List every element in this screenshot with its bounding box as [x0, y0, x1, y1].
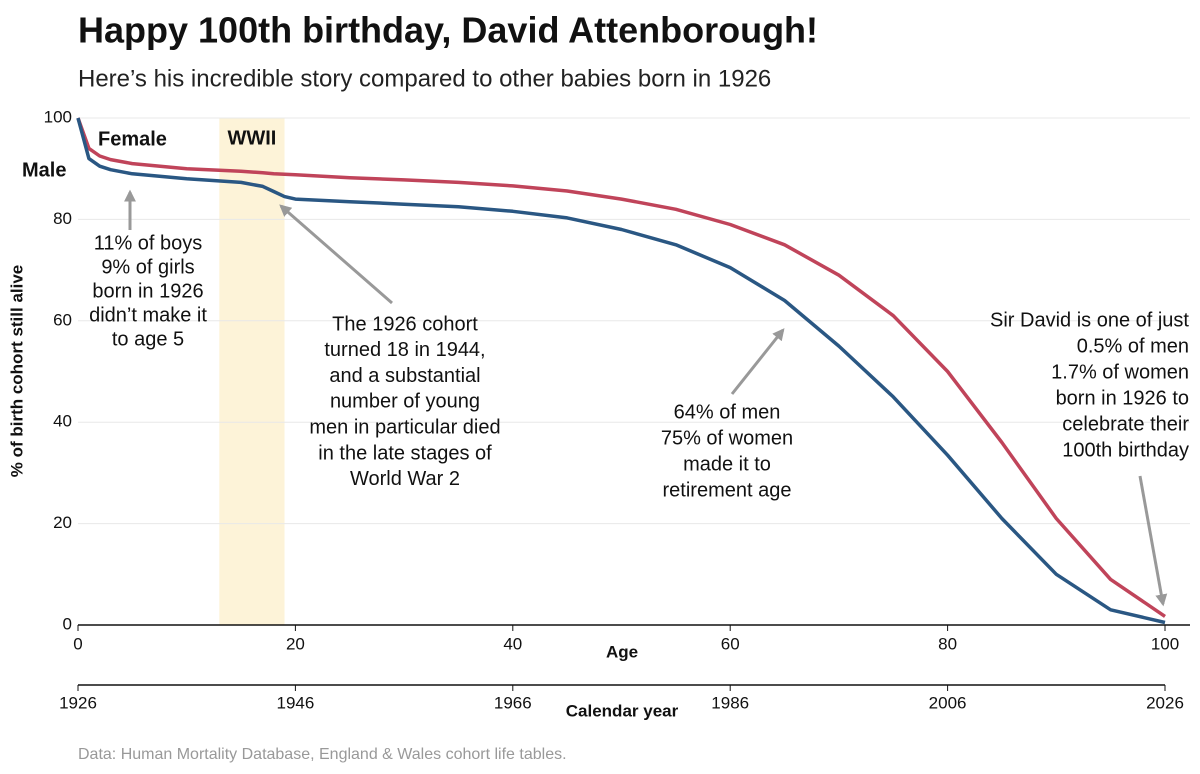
x2-tick-label: 2006	[929, 693, 967, 712]
x-axis-title: Age	[606, 642, 638, 661]
annotation-text: retirement age	[663, 479, 792, 501]
x2-tick-label: 1986	[711, 693, 749, 712]
annotation-text: 100th birthday	[1062, 439, 1189, 461]
annotation-arrow	[279, 204, 393, 305]
y-tick-label: 100	[44, 107, 72, 126]
annotation-text: born in 1926 to	[1056, 387, 1189, 409]
legend-label: Female	[98, 128, 167, 150]
y-tick-label: 80	[53, 209, 72, 228]
annotation-arrow	[1138, 475, 1168, 607]
y-tick-label: 0	[63, 614, 72, 633]
annotation-text: celebrate their	[1062, 413, 1189, 435]
shaded-region-label: WWII	[227, 127, 276, 149]
annotation-text: men in particular died	[309, 416, 500, 438]
annotation-text: made it to	[683, 453, 771, 475]
series-line	[76, 117, 1166, 625]
annotation-text: 0.5% of men	[1077, 335, 1189, 357]
x2-axis-title: Calendar year	[566, 701, 679, 720]
annotation-text: 64% of men	[674, 401, 781, 423]
y-tick-label: 60	[53, 310, 72, 329]
series-line	[76, 117, 1166, 618]
x2-tick-label: 2026	[1146, 693, 1184, 712]
x2-tick-label: 1966	[494, 693, 532, 712]
x-tick-label: 40	[503, 634, 522, 653]
chart-title: Happy 100th birthday, David Attenborough…	[78, 10, 818, 51]
annotation-text: in the late stages of	[318, 442, 492, 464]
annotation-text: 1.7% of women	[1051, 361, 1189, 383]
annotation-text: 75% of women	[661, 427, 793, 449]
annotation-text: to age 5	[112, 328, 184, 350]
x2-tick-label: 1926	[59, 693, 97, 712]
x-tick-label: 60	[721, 634, 740, 653]
y-axis-title: % of birth cohort still alive	[7, 265, 26, 478]
x-tick-label: 100	[1151, 634, 1179, 653]
annotation-text: Sir David is one of just	[990, 309, 1189, 331]
x2-tick-label: 1946	[276, 693, 314, 712]
annotation-text: World War 2	[350, 468, 460, 490]
y-tick-label: 20	[53, 513, 72, 532]
shaded-region	[219, 118, 285, 625]
annotation-text: born in 1926	[92, 280, 203, 302]
source-note: Data: Human Mortality Database, England …	[78, 746, 567, 763]
annotation-text: The 1926 cohort	[332, 313, 478, 335]
annotation-text: didn’t make it	[89, 304, 207, 326]
x-tick-label: 0	[73, 634, 82, 653]
x-tick-label: 80	[938, 634, 957, 653]
annotation-text: number of young	[330, 391, 480, 413]
annotation-arrow	[730, 328, 785, 395]
chart-subtitle: Here’s his incredible story compared to …	[78, 65, 771, 92]
y-tick-label: 40	[53, 412, 72, 431]
annotation-text: turned 18 in 1944,	[324, 339, 485, 361]
annotation-text: and a substantial	[329, 365, 480, 387]
annotation-text: 9% of girls	[101, 256, 194, 278]
annotation-text: 11% of boys	[94, 232, 203, 254]
legend-label: Male	[22, 159, 66, 181]
x-tick-label: 20	[286, 634, 305, 653]
